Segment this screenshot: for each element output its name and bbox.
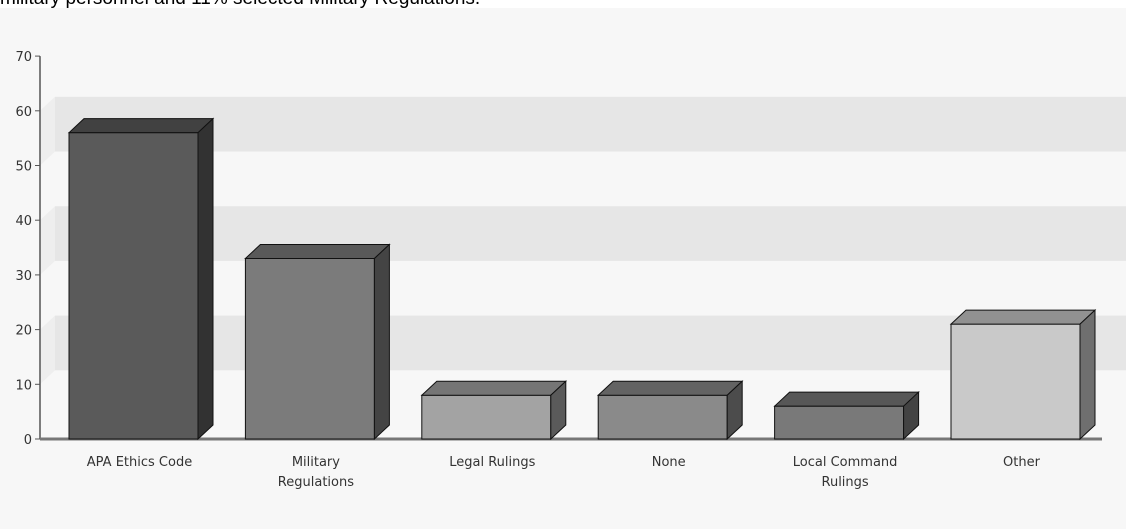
x-category-label: Other <box>1003 455 1041 470</box>
bar-side <box>197 117 214 441</box>
x-category-label: Regulations <box>278 475 354 490</box>
x-category-label: Legal Rulings <box>449 455 535 470</box>
y-tick-label: 10 <box>15 378 32 393</box>
chart-caption: military personnel and 11% selected Mili… <box>0 0 1126 10</box>
bar <box>68 132 199 440</box>
bar <box>597 394 728 440</box>
grid-band-side <box>40 96 55 166</box>
bar-side <box>726 380 743 441</box>
bar <box>950 323 1081 440</box>
y-tick-label: 20 <box>15 324 32 339</box>
x-category-label: Military <box>292 455 340 470</box>
x-category-label: None <box>652 455 686 470</box>
y-tick-label: 50 <box>15 160 32 175</box>
bar-side <box>373 243 390 441</box>
x-category-label: APA Ethics Code <box>87 455 192 470</box>
bar-top <box>244 243 391 259</box>
bar <box>244 257 375 440</box>
grid-band <box>55 315 1126 371</box>
y-tick-label: 0 <box>24 433 32 448</box>
grid-band-side <box>40 315 55 385</box>
bar <box>421 394 552 440</box>
bar-top <box>773 391 920 407</box>
bar <box>774 405 905 440</box>
bar-top <box>420 380 568 396</box>
y-tick-label: 30 <box>15 269 32 284</box>
x-category-label: Rulings <box>822 475 869 490</box>
bar-top <box>949 309 1097 325</box>
grid-band <box>55 96 1126 152</box>
grid-band <box>55 206 1126 261</box>
bar-top <box>596 380 744 396</box>
bar-side <box>550 380 567 441</box>
y-tick-label: 70 <box>15 50 32 65</box>
chart-panel: 0 10 20 30 40 50 60 70 APA Ethics Code Military Re… <box>0 8 1126 529</box>
bar-top <box>67 118 215 134</box>
y-tick-label: 40 <box>15 214 32 229</box>
x-category-label: Local Command <box>793 455 898 470</box>
y-tick-label: 60 <box>15 105 32 120</box>
grid-band-side <box>40 206 55 275</box>
bar-side <box>1079 308 1096 441</box>
bar-side <box>903 391 920 441</box>
bar-chart: 0 10 20 30 40 50 60 70 APA Ethics Code Military Re… <box>15 50 1126 490</box>
